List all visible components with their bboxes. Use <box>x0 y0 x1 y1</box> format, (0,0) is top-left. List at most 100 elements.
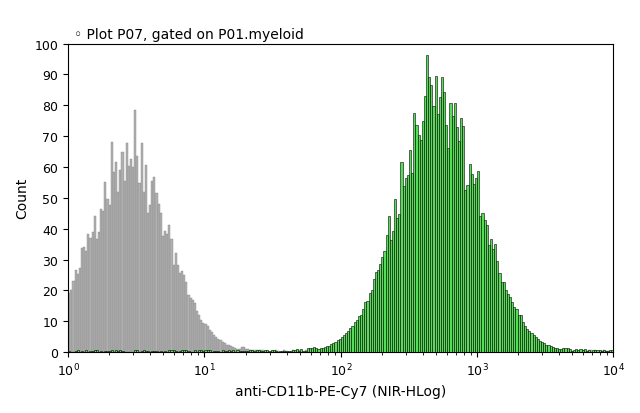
Bar <box>518 351 520 352</box>
Bar <box>252 350 253 352</box>
Bar <box>500 351 502 352</box>
Bar <box>255 350 258 352</box>
Bar <box>532 335 534 352</box>
Bar <box>255 350 258 352</box>
Bar <box>252 350 253 352</box>
Bar <box>443 350 445 352</box>
Bar <box>264 350 266 352</box>
Bar <box>79 268 81 352</box>
Bar <box>447 350 449 352</box>
Bar <box>524 351 526 352</box>
Bar <box>111 142 113 352</box>
Bar <box>307 349 309 352</box>
Bar <box>339 339 341 352</box>
Bar <box>518 315 520 352</box>
Bar <box>81 248 83 352</box>
Bar <box>577 351 579 352</box>
Bar <box>247 349 249 352</box>
Bar <box>398 350 401 352</box>
Bar <box>223 343 226 352</box>
Bar <box>284 351 285 352</box>
Bar <box>404 350 407 352</box>
Bar <box>486 226 488 352</box>
Bar <box>477 172 479 352</box>
Bar <box>372 350 375 352</box>
Bar <box>534 337 537 352</box>
Bar <box>220 340 221 352</box>
Bar <box>74 270 77 352</box>
Bar <box>253 351 255 352</box>
Bar <box>115 163 117 352</box>
Bar <box>90 351 92 352</box>
Bar <box>477 350 479 352</box>
Bar <box>175 254 177 352</box>
Bar <box>475 351 477 352</box>
Bar <box>141 144 143 352</box>
Bar <box>258 350 260 352</box>
Bar <box>177 266 179 352</box>
Bar <box>194 304 196 352</box>
Bar <box>349 351 351 352</box>
Bar <box>471 175 473 352</box>
Bar <box>215 337 217 352</box>
Bar <box>584 349 586 352</box>
Bar <box>136 351 138 352</box>
Bar <box>149 205 151 352</box>
Bar <box>411 351 413 352</box>
Bar <box>547 345 550 352</box>
Bar <box>138 183 141 352</box>
Bar <box>309 349 311 352</box>
Bar <box>417 351 420 352</box>
Bar <box>575 350 577 352</box>
Bar <box>441 78 443 352</box>
Bar <box>430 351 433 352</box>
Bar <box>566 351 569 352</box>
Bar <box>586 351 588 352</box>
Bar <box>456 127 458 352</box>
Bar <box>349 328 351 352</box>
Bar <box>194 350 196 352</box>
Bar <box>353 350 356 352</box>
Bar <box>271 351 273 352</box>
Bar <box>598 351 601 352</box>
Bar <box>335 351 337 352</box>
Bar <box>560 349 563 352</box>
Bar <box>509 351 511 352</box>
Bar <box>360 350 362 352</box>
Bar <box>577 350 579 352</box>
Bar <box>539 341 541 352</box>
Bar <box>168 351 170 352</box>
Bar <box>473 351 475 352</box>
Bar <box>198 315 200 352</box>
Bar <box>113 173 115 352</box>
Bar <box>92 351 93 352</box>
Bar <box>413 114 415 352</box>
Bar <box>202 351 204 352</box>
Bar <box>388 351 390 352</box>
Bar <box>275 351 277 352</box>
Bar <box>324 347 326 352</box>
Bar <box>596 351 598 352</box>
Bar <box>486 351 488 352</box>
Bar <box>513 307 515 352</box>
Bar <box>571 351 573 352</box>
Bar <box>392 231 394 352</box>
Bar <box>595 350 596 352</box>
Bar <box>488 245 490 352</box>
Bar <box>435 351 436 352</box>
Bar <box>217 339 220 352</box>
Bar <box>316 350 317 352</box>
Bar <box>290 351 292 352</box>
Bar <box>447 149 449 352</box>
Bar <box>232 350 234 352</box>
Bar <box>300 349 303 352</box>
Bar <box>484 221 486 352</box>
Bar <box>134 111 136 352</box>
Bar <box>328 351 330 352</box>
Bar <box>499 350 500 352</box>
Bar <box>275 350 277 352</box>
Bar <box>507 294 509 352</box>
Bar <box>375 272 377 352</box>
Bar <box>552 347 554 352</box>
Bar <box>317 349 319 352</box>
